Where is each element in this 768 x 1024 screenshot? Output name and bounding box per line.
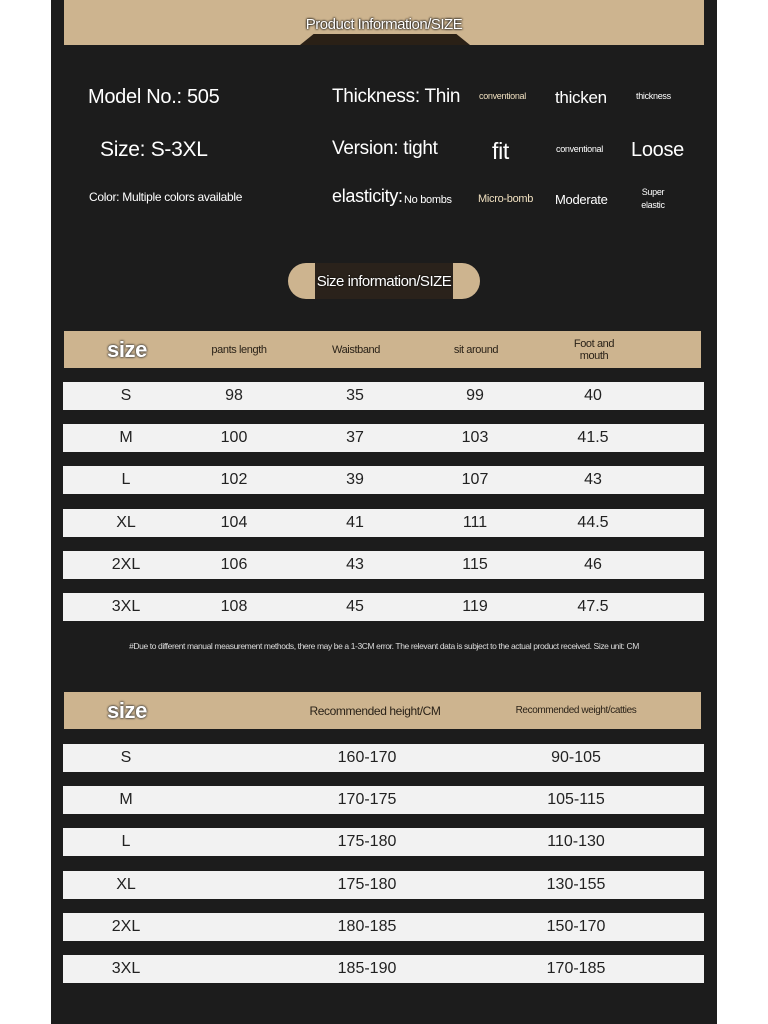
measurement-note: #Due to different manual measurement met… [129, 641, 639, 651]
table-cell: 3XL [111, 960, 141, 977]
table-cell: 107 [461, 471, 489, 489]
table-cell: M [119, 791, 133, 809]
size-section-pill [288, 263, 480, 299]
table-cell: M [119, 429, 133, 447]
header-size: size [107, 336, 147, 362]
elasticity-option: Moderate [555, 192, 608, 207]
recommendation-table-header: size Recommended height/CM Recommended w… [64, 692, 701, 729]
table-row: 2XL 106 43 115 46 [63, 550, 704, 579]
size-section-title: Size information/SIZE [316, 273, 452, 290]
table-cell: XL [116, 513, 136, 531]
table-cell: 43 [346, 555, 364, 573]
thickness-option: conventional [479, 91, 526, 101]
table-cell: 175-180 [337, 875, 397, 893]
elasticity-label: elasticity: [332, 186, 403, 206]
thickness-option: thickness [636, 91, 671, 101]
elasticity-option: No bombs [404, 194, 452, 206]
elasticity-option: Micro-bomb [478, 193, 534, 205]
table-row: L 175-180 110-130 [63, 828, 704, 857]
version-label: Version: tight [332, 138, 438, 159]
table-cell: 44.5 [577, 513, 609, 531]
thickness-option: thicken [555, 88, 607, 107]
table-cell: 43 [584, 471, 602, 489]
table-cell: 100 [220, 429, 248, 447]
table-cell: 108 [220, 598, 248, 615]
thickness-label: Thickness: Thin [332, 86, 461, 107]
table-row: 3XL 185-190 170-185 [63, 955, 704, 983]
table-cell: S [120, 749, 132, 766]
table-cell: 130-155 [546, 875, 606, 893]
size-table-header: size pants length Waistband sit around F… [64, 331, 701, 368]
color-info: Color: Multiple colors available [89, 190, 243, 204]
table-cell: 90-105 [551, 749, 601, 766]
table-cell: 45 [346, 598, 364, 615]
table-cell: 46 [584, 555, 602, 573]
table-cell: 3XL [111, 598, 141, 615]
table-row: M 100 37 103 41.5 [63, 424, 704, 453]
table-row: 3XL 108 45 119 47.5 [63, 593, 704, 621]
version-option: conventional [556, 144, 603, 154]
table-cell: 180-185 [337, 917, 397, 935]
elasticity-option: Super elastic [641, 187, 665, 210]
table-cell: 160-170 [337, 749, 397, 766]
header-sit-around: sit around [453, 343, 499, 356]
table-cell: 150-170 [546, 917, 606, 935]
banner-notch [300, 34, 470, 45]
table-cell: L [121, 471, 131, 489]
table-cell: 170-175 [337, 791, 397, 809]
table-row: L 102 39 107 43 [63, 466, 704, 495]
table-cell: 37 [346, 429, 364, 447]
size-range: Size: S-3XL [100, 138, 208, 161]
table-cell: 103 [461, 429, 489, 447]
table-cell: 119 [462, 598, 488, 615]
header-weight: Recommended weight/catties [515, 704, 637, 716]
model-number: Model No.: 505 [88, 86, 220, 108]
table-cell: L [121, 833, 131, 851]
table-cell: 170-185 [546, 960, 606, 977]
header-height: Recommended height/CM [309, 703, 441, 718]
table-cell: 175-180 [337, 833, 397, 851]
version-option: fit [492, 138, 509, 164]
table-cell: 41.5 [577, 429, 609, 447]
table-cell: 99 [466, 387, 484, 404]
header-foot-mouth: Foot and mouth [573, 337, 615, 362]
table-cell: 185-190 [337, 960, 397, 977]
table-cell: 102 [220, 471, 248, 489]
table-cell: 2XL [111, 555, 141, 573]
table-cell: 47.5 [577, 598, 609, 615]
table-cell: 39 [346, 471, 364, 489]
table-cell: 40 [584, 387, 602, 404]
table-row: XL 104 41 111 44.5 [63, 508, 704, 537]
table-cell: XL [116, 875, 136, 893]
table-cell: 98 [225, 387, 243, 404]
table-cell: S [120, 387, 132, 404]
table-cell: 41 [346, 513, 364, 531]
table-row: S 98 35 99 40 [63, 382, 704, 410]
table-row: M 170-175 105-115 [63, 786, 704, 815]
table-cell: 115 [462, 555, 488, 573]
table-cell: 111 [462, 513, 488, 531]
banner-title: Product Information/SIZE [305, 16, 463, 33]
table-cell: 106 [220, 555, 248, 573]
table-cell: 105-115 [547, 791, 605, 809]
table-row: XL 175-180 130-155 [63, 870, 704, 899]
table-cell: 110-130 [547, 833, 605, 851]
header-waistband: Waistband [332, 343, 380, 356]
version-option: Loose [631, 139, 684, 161]
table-cell: 2XL [111, 917, 141, 935]
header-size: size [107, 697, 147, 723]
table-cell: 35 [346, 387, 364, 404]
header-pants-length: pants length [211, 343, 267, 356]
table-row: 2XL 180-185 150-170 [63, 912, 704, 941]
table-cell: 104 [220, 513, 248, 531]
table-row: S 160-170 90-105 [63, 744, 704, 772]
